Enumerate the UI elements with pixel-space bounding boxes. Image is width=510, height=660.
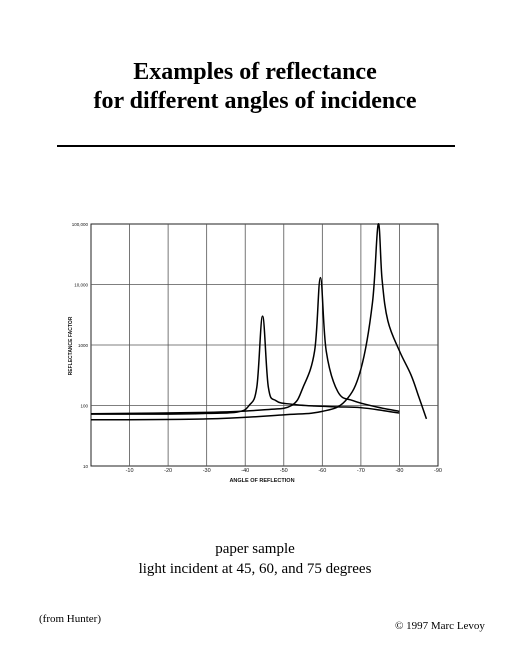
- x-tick-label: -30: [203, 468, 211, 474]
- chart-ticks: -10 -20 -30 -40 -50 -60 -70 -80 -90 10 100 1000 10,0…: [72, 222, 442, 474]
- x-tick-label: -20: [164, 468, 172, 474]
- copyright-notice: © 1997 Marc Levoy: [395, 620, 485, 632]
- source-note: (from Hunter): [39, 613, 102, 625]
- slide-title: Examples of reflectance for different an…: [0, 58, 510, 116]
- x-tick-label: -10: [126, 468, 134, 474]
- chart-grid: [90, 223, 439, 467]
- y-axis-label: REFLECTANCE FACTOR: [68, 316, 74, 375]
- x-axis-label: ANGLE OF REFLECTION: [229, 478, 294, 484]
- y-tick-label: 100,000: [72, 222, 89, 227]
- x-tick-label: -80: [395, 468, 403, 474]
- x-tick-label: -70: [357, 468, 365, 474]
- x-tick-label: -90: [434, 468, 442, 474]
- chart-series: [90, 223, 428, 421]
- y-tick-label: 10,000: [74, 283, 88, 288]
- reflectance-curve-2: [90, 276, 400, 415]
- title-line-1: Examples of reflectance: [133, 59, 377, 85]
- reflectance-curve-3: [90, 223, 428, 421]
- x-tick-label: -60: [318, 468, 326, 474]
- x-tick-label: -40: [241, 468, 249, 474]
- reflectance-curve-1: [90, 315, 400, 415]
- title-line-2: for different angles of incidence: [93, 88, 417, 114]
- y-tick-label: 10: [83, 464, 89, 469]
- caption-line-2: light incident at 45, 60, and 75 degrees: [138, 561, 372, 577]
- y-tick-label: 1000: [78, 343, 89, 348]
- caption: paper sample light incident at 45, 60, a…: [0, 539, 510, 579]
- title-divider: [57, 145, 455, 147]
- x-tick-label: -50: [280, 468, 288, 474]
- y-tick-label: 100: [80, 404, 88, 409]
- caption-line-1: paper sample: [215, 541, 295, 557]
